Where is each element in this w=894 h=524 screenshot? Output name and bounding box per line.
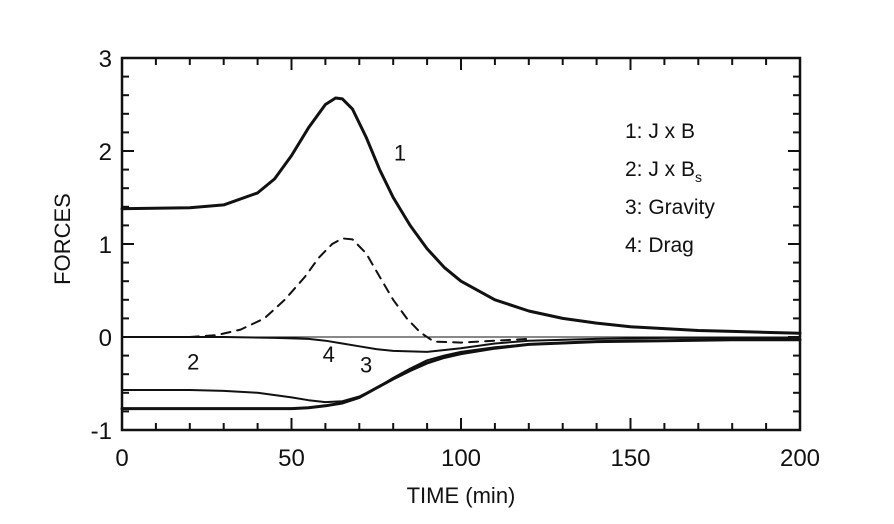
curve-label-1: 1: [394, 140, 406, 165]
legend-entry-3: 3: Gravity: [625, 196, 715, 219]
series-1-line: [120, 96, 802, 335]
y-axis-title: FORCES: [50, 193, 75, 285]
y-tick-label: 3: [99, 46, 112, 73]
series-3-line: [120, 338, 802, 411]
legend-subscript: s: [695, 169, 702, 185]
legend-entry-2: 2: J x Bs: [625, 158, 702, 185]
y-tick-label: -1: [91, 418, 112, 445]
plot-frame: [120, 56, 802, 432]
x-tick-label: 200: [780, 445, 820, 472]
x-tick-label: 150: [610, 445, 650, 472]
series-4-line: [121, 338, 801, 404]
x-tick-label: 100: [441, 445, 481, 472]
curve-label-2: 2: [187, 350, 199, 375]
y-tick-label: 1: [99, 232, 112, 259]
legend-entry-1: 1: J x B: [625, 120, 695, 143]
series-4-upper-line: [121, 336, 801, 353]
x-tick-label: 0: [115, 445, 128, 472]
curve-label-4: 4: [323, 342, 335, 367]
x-tick-label: 50: [278, 445, 305, 472]
y-tick-label: 0: [99, 325, 112, 352]
y-tick-label: 2: [99, 139, 112, 166]
series-2-line: [188, 237, 530, 344]
curve-label-3: 3: [360, 352, 372, 377]
ticks-layer: [121, 57, 801, 431]
curves-layer: [120, 96, 802, 411]
x-axis-title: TIME (min): [407, 483, 516, 508]
legend-entry-4: 4: Drag: [625, 234, 694, 257]
